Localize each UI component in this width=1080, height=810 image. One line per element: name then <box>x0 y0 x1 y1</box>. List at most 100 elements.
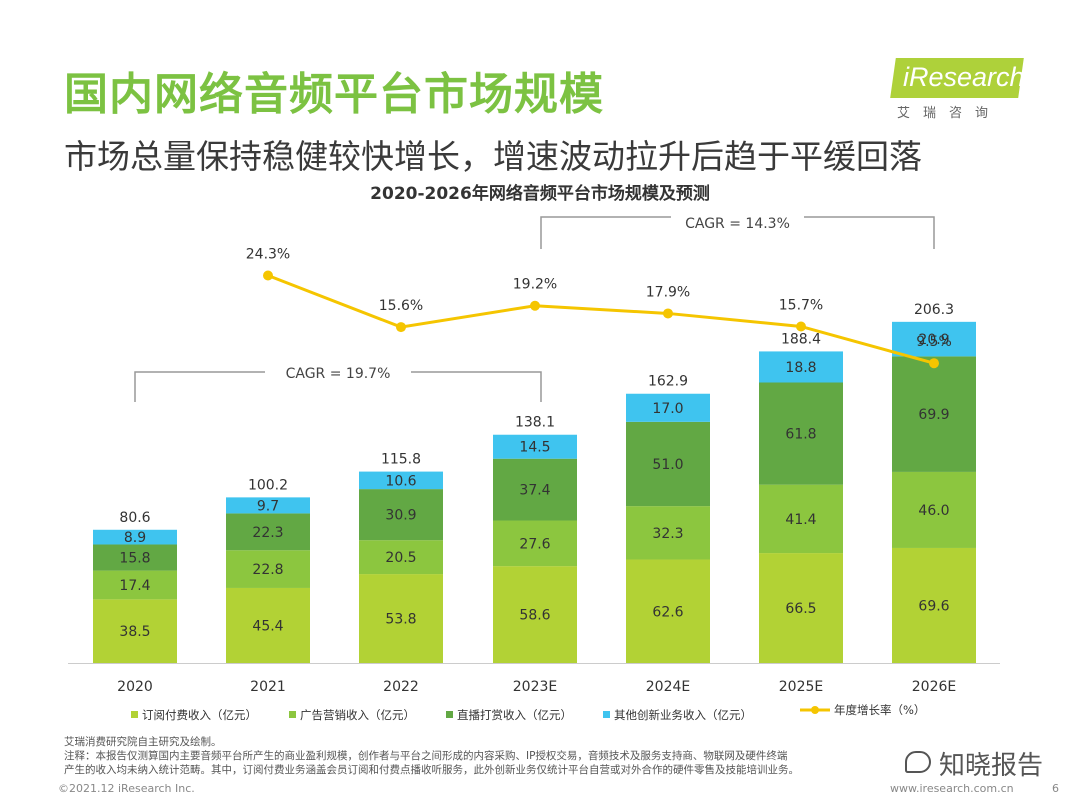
segment-label: 15.8 <box>119 551 150 567</box>
page-number: 6 <box>1052 782 1059 795</box>
segment-label: 8.9 <box>124 530 146 546</box>
segment-label: 46.0 <box>918 503 949 519</box>
growth-rate-label-2025E: 15.7% <box>779 297 823 313</box>
total-label-2022: 115.8 <box>381 452 421 468</box>
bar-segment-4-2023E <box>493 434 577 459</box>
legend-swatch-3 <box>446 711 453 718</box>
segment-label: 51.0 <box>652 457 683 473</box>
x-tick-label-2025E: 2025E <box>779 679 823 695</box>
legend-label-1: 订阅付费收入（亿元） <box>142 708 257 722</box>
watermark-text: 知晓报告 <box>939 751 1044 781</box>
total-label-2025E: 188.4 <box>781 331 821 347</box>
bar-segment-1-2022 <box>359 574 443 663</box>
growth-rate-point-2025E <box>796 321 806 332</box>
market-size-chart: 2020-2026年网络音频平台市场规模及预测 38.5 17.4 15.8 8.9 80… <box>68 183 1000 722</box>
total-label-2023E: 138.1 <box>515 415 555 431</box>
bar-segment-3-2023E <box>493 458 577 521</box>
segment-label: 17.0 <box>652 401 683 417</box>
source-notes: 艾瑞消费研究院自主研究及绘制。 注释：本报告仅测算国内主要音频平台所产生的商业盈… <box>64 735 799 777</box>
bar-segment-4-2022 <box>359 471 443 490</box>
legend-growth-marker <box>811 706 819 714</box>
bar-segment-1-2021 <box>226 587 310 663</box>
total-label-2021: 100.2 <box>248 477 288 493</box>
growth-rate-point-2021 <box>263 270 273 281</box>
legend-label-growth-rate: 年度增长率（%） <box>834 703 925 717</box>
segment-label: 22.8 <box>252 562 283 578</box>
bar-segment-3-2026E <box>892 356 976 472</box>
footer-website: www.iresearch.com.cn <box>890 782 1014 795</box>
cagr-bracket-1-left <box>134 371 265 402</box>
segment-label: 14.5 <box>519 440 550 456</box>
note-line-1: 注释：本报告仅测算国内主要音频平台所产生的商业盈利规模，创作者与平台之间形成的内… <box>64 750 788 762</box>
segment-label: 27.6 <box>519 536 550 552</box>
bar-segment-1-2024E <box>626 559 710 663</box>
growth-rate-point-2022 <box>396 322 406 333</box>
bar-segment-4-2024E <box>626 393 710 422</box>
note-line-2: 产生的收入均未纳入统计范畴。其中，订阅付费业务涵盖会员订阅和付费点播收听服务，此… <box>64 764 799 776</box>
bar-segment-1-2023E <box>493 566 577 663</box>
bar-segment-3-2021 <box>226 513 310 551</box>
growth-rate-point-2026E <box>929 358 939 369</box>
segment-label: 18.8 <box>785 360 816 376</box>
bar-segment-3-2020 <box>93 544 177 571</box>
logo-chinese-text: 艾瑞咨询 <box>897 106 1002 121</box>
growth-rate-label-2022: 15.6% <box>379 298 423 314</box>
segment-label: 69.9 <box>918 407 949 423</box>
page-title: 国内网络音频平台市场规模 <box>64 69 604 120</box>
segment-label: 20.5 <box>385 550 416 566</box>
segment-label: 45.4 <box>252 618 283 634</box>
bar-segment-2-2025E <box>759 484 843 554</box>
bar-segment-2-2024E <box>626 506 710 560</box>
bar-segment-1-2025E <box>759 553 843 663</box>
legend-label-4: 其他创新业务收入（亿元） <box>614 708 752 722</box>
cagr-bracket-2-right <box>804 216 935 249</box>
bar-segment-2-2026E <box>892 471 976 548</box>
iresearch-logo: iResearch 艾瑞咨询 <box>890 58 1029 122</box>
bar-segment-4-2025E <box>759 351 843 383</box>
bar-segment-2-2023E <box>493 520 577 567</box>
legend-label-3: 直播打赏收入（亿元） <box>457 708 572 722</box>
x-tick-label-2021: 2021 <box>250 679 286 695</box>
legend-swatch-4 <box>603 711 610 718</box>
growth-rate-label-2021: 24.3% <box>246 247 290 263</box>
x-tick-label-2023E: 2023E <box>513 679 557 695</box>
growth-rate-label-2024E: 17.9% <box>646 284 690 300</box>
bar-segment-1-2020 <box>93 599 177 663</box>
growth-rate-point-2023E <box>530 300 540 311</box>
bar-segment-2-2021 <box>226 550 310 588</box>
segment-label: 69.6 <box>918 598 949 614</box>
growth-rate-point-2024E <box>663 308 673 319</box>
bar-segment-3-2025E <box>759 382 843 485</box>
segment-label: 32.3 <box>652 526 683 542</box>
growth-rate-label-2026E: 9.5% <box>916 334 952 350</box>
segment-label: 10.6 <box>385 473 416 489</box>
x-tick-label-2024E: 2024E <box>646 679 690 695</box>
legend-swatch-2 <box>289 711 296 718</box>
x-tick-label-2026E: 2026E <box>912 679 956 695</box>
cagr-label-1: CAGR = 19.7% <box>286 366 391 382</box>
bar-segment-1-2026E <box>892 547 976 663</box>
segment-label: 20.9 <box>918 332 949 348</box>
segment-label: 30.9 <box>385 508 416 524</box>
cagr-bracket-2-left <box>540 216 671 249</box>
bar-segment-3-2024E <box>626 421 710 507</box>
x-tick-label-2020: 2020 <box>117 679 153 695</box>
bar-segment-2-2020 <box>93 570 177 600</box>
segment-label: 53.8 <box>385 612 416 628</box>
segment-label: 9.7 <box>257 498 279 514</box>
bar-segment-4-2020 <box>93 529 177 545</box>
bar-segment-2-2022 <box>359 540 443 575</box>
cagr-label-2: CAGR = 14.3% <box>685 216 790 232</box>
segment-label: 58.6 <box>519 608 550 624</box>
source-line: 艾瑞消费研究院自主研究及绘制。 <box>64 736 222 748</box>
segment-label: 61.8 <box>785 427 816 443</box>
x-tick-label-2022: 2022 <box>383 679 419 695</box>
total-label-2026E: 206.3 <box>914 302 954 318</box>
bar-segment-4-2026E <box>892 321 976 357</box>
segment-label: 41.4 <box>785 512 816 528</box>
bar-segment-4-2021 <box>226 497 310 514</box>
chart-title: 2020-2026年网络音频平台市场规模及预测 <box>370 183 710 204</box>
growth-rate-label-2023E: 19.2% <box>513 277 557 293</box>
page-subtitle: 市场总量保持稳健较快增长，增速波动拉升后趋于平缓回落 <box>64 137 922 176</box>
legend-label-2: 广告营销收入（亿元） <box>300 708 415 722</box>
